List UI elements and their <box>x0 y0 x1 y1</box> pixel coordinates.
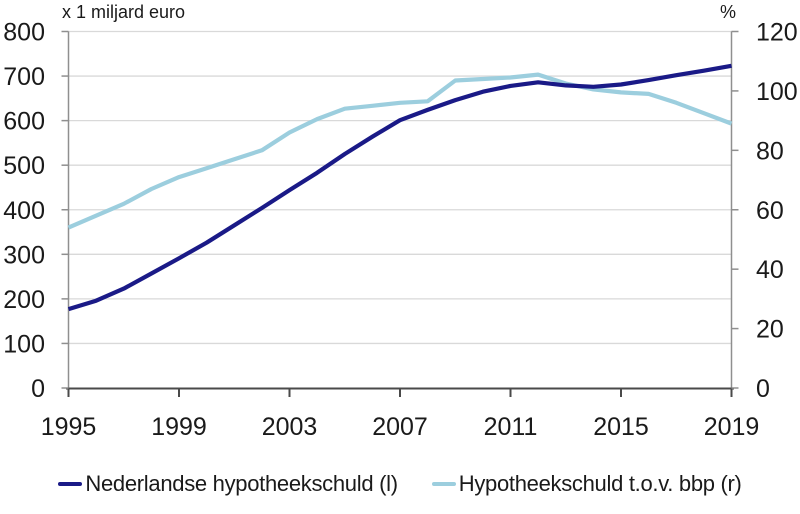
legend-label-bbp: Hypotheekschuld t.o.v. bbp (r) <box>458 471 742 496</box>
x-tick-label: 1995 <box>41 413 97 441</box>
legend-line-lightblue-icon <box>431 482 456 486</box>
x-tick-label: 2019 <box>704 413 760 441</box>
x-tick-label: 2003 <box>262 413 318 441</box>
gridlines <box>68 30 732 345</box>
right-tick-label: 20 <box>756 316 784 344</box>
legend-item-bbp: Hypotheekschuld t.o.v. bbp (r) <box>431 471 742 497</box>
chart-legend: Nederlandse hypotheekschuld (l) Hypothee… <box>0 471 800 497</box>
left-tick-label: 0 <box>31 375 45 403</box>
left-axis-ticks: 800 700 600 500 400 300 200 100 0 <box>3 19 69 403</box>
legend-label-hypotheekschuld: Nederlandse hypotheekschuld (l) <box>85 471 398 496</box>
x-axis-ticks: 1995 1999 2003 2007 2011 2015 2019 <box>41 389 760 441</box>
legend-line-navy-icon <box>58 482 83 486</box>
left-tick-label: 400 <box>3 197 45 225</box>
series-line-bbp <box>67 72 733 230</box>
x-tick-label: 2007 <box>372 413 428 441</box>
right-tick-label: 40 <box>756 256 784 284</box>
left-tick-label: 300 <box>3 241 45 269</box>
left-tick-label: 800 <box>3 19 45 47</box>
left-tick-label: 600 <box>3 108 45 136</box>
x-tick-label: 2015 <box>593 413 649 441</box>
left-axis-title: x 1 miljard euro <box>62 2 186 22</box>
legend-item-hypotheekschuld: Nederlandse hypotheekschuld (l) <box>58 471 398 497</box>
series-line-hypotheekschuld <box>67 63 732 312</box>
left-tick-label: 700 <box>3 63 45 91</box>
right-tick-label: 0 <box>756 375 770 403</box>
x-tick-label: 1999 <box>151 413 207 441</box>
right-tick-label: 60 <box>756 197 784 225</box>
right-axis-title: % <box>719 2 736 22</box>
line-chart-plot: 8007006005004003002001000120100806040200… <box>3 19 798 442</box>
right-axis-ticks: 120 100 80 60 40 20 0 <box>731 19 798 403</box>
right-tick-label: 120 <box>756 19 798 47</box>
right-tick-label: 80 <box>756 137 784 165</box>
left-tick-label: 200 <box>3 286 45 314</box>
x-tick-label: 2011 <box>484 413 538 441</box>
left-tick-label: 500 <box>3 152 45 180</box>
left-tick-label: 100 <box>3 330 45 358</box>
right-tick-label: 100 <box>756 78 798 106</box>
